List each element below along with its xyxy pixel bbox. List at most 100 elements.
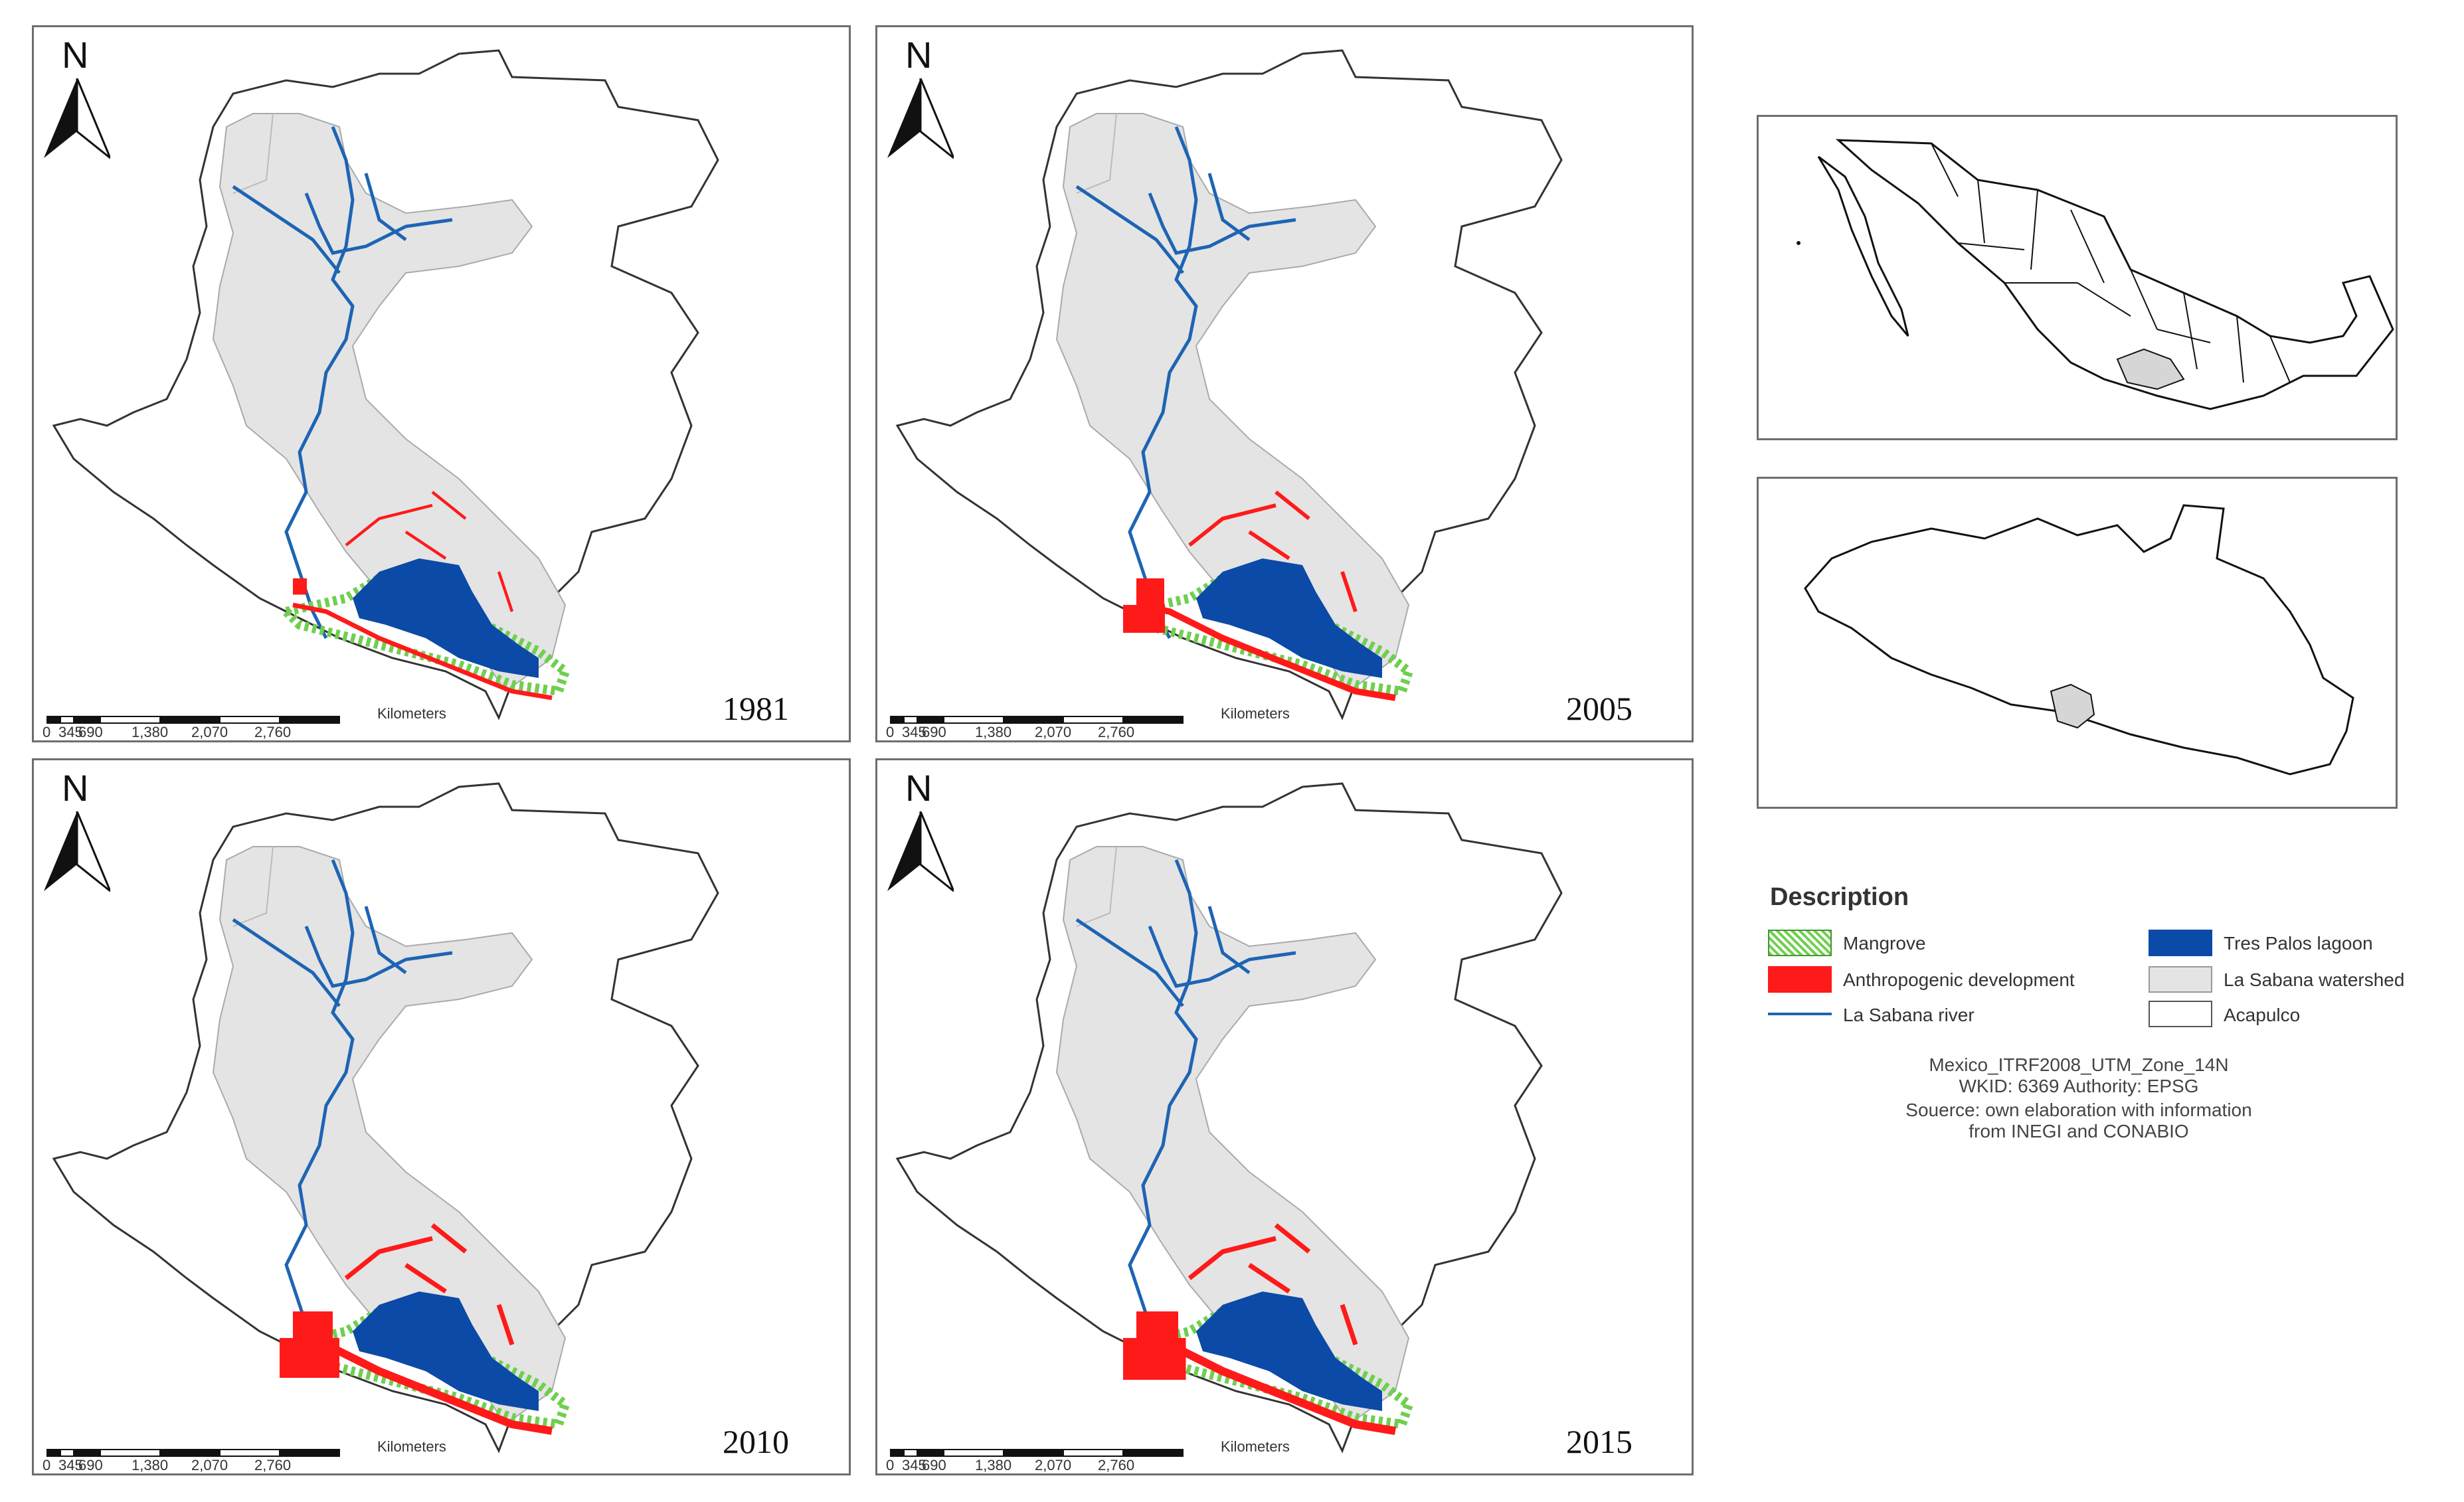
river-line [1075,918,1184,1007]
source-text-1: Souerce: own elaboration with informatio… [1905,1100,2252,1120]
mexico-outline [1797,139,2394,410]
lagoon-area [1196,558,1382,678]
map-panel-1981 [32,25,851,742]
development-area [280,1223,553,1435]
guerrero-outline [1804,504,2354,776]
river-line [1148,193,1296,255]
map-panel-2005 [875,25,1694,742]
scale-bar-tick: 345 [58,724,83,740]
scale-bar-tick: 0 [43,1457,51,1473]
scale-bar-tick: 0 [886,1457,895,1473]
projection-text: Mexico_ITRF2008_UTM_Zone_14N [1929,1054,2229,1075]
map-svg [46,49,719,724]
wkid-text: WKID: 6369 Authority: EPSG [1959,1076,2199,1096]
mangrove-swatch [1768,930,1832,956]
legend-title: Description [1770,883,1909,911]
mangrove-area [1120,1306,1415,1430]
north-arrow-icon [44,78,110,159]
north-arrow-icon [887,78,954,159]
river-line [232,918,341,1007]
legend-label-anthropogenic: Anthropogenic development [1843,969,2075,990]
map-credits: Mexico_ITRF2008_UTM_Zone_14N WKID: 6369 … [1780,1054,2378,1142]
anthropogenic-swatch [1768,966,1832,993]
north-arrow-icon [44,811,110,892]
scale-bar-tick: 345 [902,724,926,740]
watershed-area [1055,113,1410,693]
watershed-area [212,113,567,693]
north-arrow-label: N [62,767,89,809]
year-label: 2015 [1566,1423,1632,1460]
acapulco-outline [895,49,1563,720]
legend-label-lagoon: Tres Palos lagoon [2224,933,2373,954]
mangrove-area [277,573,571,697]
river-line [304,926,453,988]
development-area [1123,490,1396,701]
scale-bar [890,1449,1184,1457]
scale-bar-tick: 2,760 [254,1457,292,1473]
scale-bar [46,716,340,724]
north-arrow-label: N [905,767,932,809]
watershed-swatch [2149,966,2212,993]
legend-label-river: La Sabana river [1843,1005,1975,1025]
north-arrow-label: N [62,34,89,76]
scale-bar-tick: 2,760 [1098,1457,1135,1473]
scale-bar-tick: 2,070 [191,724,228,740]
source-text-2: from INEGI and CONABIO [1969,1121,2189,1141]
scale-bar-unit: Kilometers [1221,705,1290,722]
river-line [284,859,355,1373]
watershed-area [1055,846,1410,1426]
guerrero-highlight [2116,348,2185,390]
year-label: 2005 [1566,690,1632,727]
mangrove-area [277,1306,571,1430]
scale-bar-tick: 2,070 [1035,1457,1072,1473]
river-line [1128,126,1198,639]
scale-bar-tick: 2,760 [1098,724,1135,740]
map-svg [890,49,1563,724]
scale-bar-tick: 690 [922,724,946,740]
inset-mexico-map [1757,115,2398,440]
scale-bar-tick: 345 [58,1457,83,1473]
scale-bar-tick: 345 [902,1457,926,1473]
scale-bar [890,716,1184,724]
legend-label-acapulco: Acapulco [2224,1005,2301,1025]
scale-bar-tick: 1,380 [975,1457,1012,1473]
river-line [1075,185,1184,274]
legend-label-mangrove: Mangrove [1843,933,1926,954]
scale-bar-tick: 2,070 [191,1457,228,1473]
scale-bar-unit: Kilometers [1221,1438,1290,1455]
river-line [1148,926,1296,988]
lagoon-area [353,558,539,678]
inset-guerrero-map [1757,477,2398,809]
river-line [364,906,407,974]
scale-bar-tick: 690 [78,724,103,740]
scale-bar [46,1449,340,1457]
scale-bar-unit: Kilometers [377,705,446,722]
north-arrow-icon [887,811,954,892]
scale-bar-tick: 1,380 [975,724,1012,740]
river-line [1128,859,1198,1373]
scale-bar-tick: 0 [886,724,895,740]
year-label: 2010 [723,1423,789,1460]
lagoon-area [1196,1292,1382,1411]
year-label: 1981 [723,690,789,727]
north-arrow-label: N [905,34,932,76]
river-line [284,126,355,639]
river-line [232,185,341,274]
scale-bar-tick: 690 [922,1457,946,1473]
river-line [304,193,453,255]
development-area [1123,1223,1397,1436]
river-line [1207,173,1251,241]
watershed-area [212,846,567,1426]
scale-bar-tick: 1,380 [132,724,169,740]
acapulco-swatch [2149,1001,2212,1027]
lagoon-swatch [2149,930,2212,956]
river-line [1207,906,1251,974]
mangrove-area [1120,573,1415,697]
scale-bar-tick: 690 [78,1457,103,1473]
map-svg [46,782,719,1457]
scale-bar-tick: 0 [43,724,51,740]
map-panel-2010 [32,758,851,1475]
acapulco-highlight [2050,683,2095,729]
map-svg [890,782,1563,1457]
legend-label-watershed: La Sabana watershed [2224,969,2405,990]
